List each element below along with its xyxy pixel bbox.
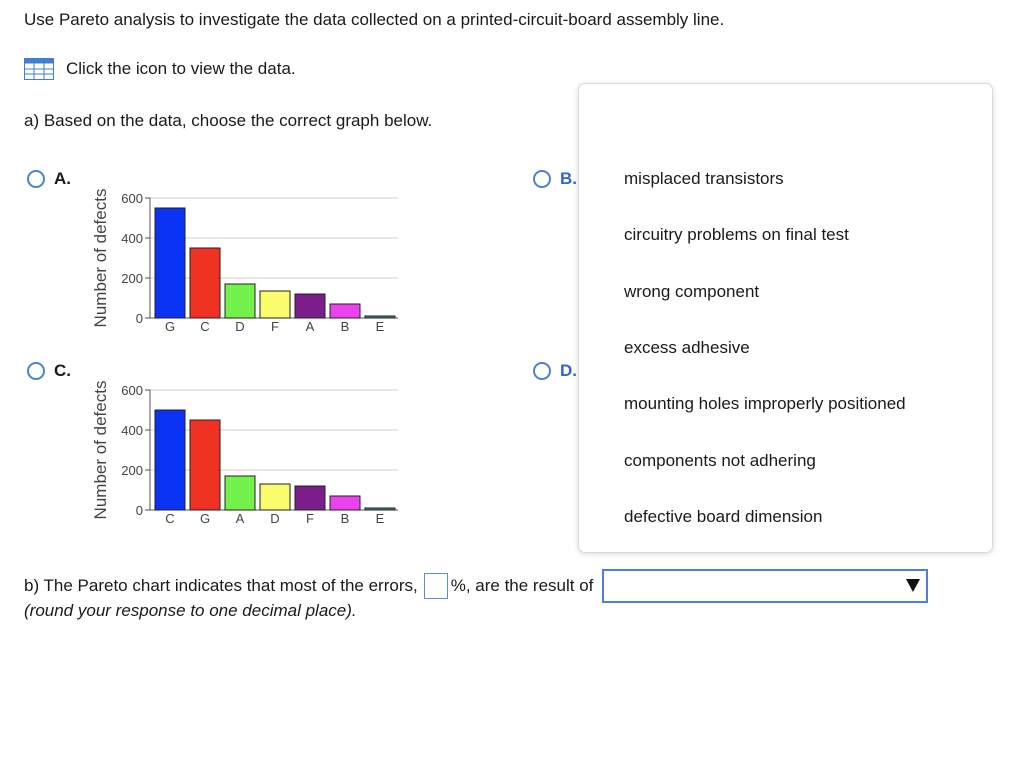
x-tick-label: B xyxy=(341,511,350,526)
part-b-prefix: b) The Pareto chart indicates that most … xyxy=(24,576,418,595)
y-tick-label: 0 xyxy=(136,503,143,518)
x-tick-label: A xyxy=(306,319,315,334)
y-tick-label: 0 xyxy=(136,311,143,326)
bar-B xyxy=(329,303,361,319)
bar-E xyxy=(364,507,396,511)
x-tick-label: D xyxy=(270,511,279,526)
y-tick-label: 600 xyxy=(121,191,143,206)
bar-C xyxy=(189,247,221,319)
x-tick-label: D xyxy=(235,319,244,334)
chart-a: Number of defects 0 200 400 600 G C D F A B E xyxy=(91,189,398,334)
y-tick-label: 400 xyxy=(121,423,143,438)
part-b-row: b) The Pareto chart indicates that most … xyxy=(24,569,929,603)
data-link-row: Click the icon to view the data. xyxy=(24,58,296,80)
dropdown-list: misplaced transistors circuitry problems… xyxy=(578,83,993,553)
bar-F xyxy=(259,290,291,319)
dropdown-item[interactable]: wrong component xyxy=(624,282,760,301)
dropdown-item[interactable]: defective board dimension xyxy=(624,507,823,526)
dropdown-item[interactable]: circuitry problems on final test xyxy=(624,225,849,244)
y-tick-label: 400 xyxy=(121,231,143,246)
y-axis-label: Number of defects xyxy=(91,381,110,520)
question-title: Use Pareto analysis to investigate the d… xyxy=(24,10,725,29)
percent-answer-input[interactable] xyxy=(423,573,448,599)
bar-A xyxy=(294,293,326,319)
cause-select[interactable] xyxy=(602,569,929,603)
bar-F xyxy=(294,485,326,511)
y-tick-label: 200 xyxy=(121,271,143,286)
dropdown-item[interactable]: components not adhering xyxy=(624,451,816,470)
option-b-radio[interactable] xyxy=(533,170,551,188)
y-tick-label: 600 xyxy=(121,383,143,398)
x-tick-label: A xyxy=(236,511,245,526)
bar-D xyxy=(259,483,291,511)
chart-c: Number of defects 0 200 400 600 C G A D F B E xyxy=(91,381,398,526)
option-c-label[interactable]: C. xyxy=(54,361,71,380)
table-icon[interactable] xyxy=(24,58,54,80)
bar-A xyxy=(224,475,256,511)
dropdown-item[interactable]: excess adhesive xyxy=(624,338,750,357)
x-tick-label: B xyxy=(341,319,350,334)
option-a-label[interactable]: A. xyxy=(54,169,71,188)
x-tick-label: C xyxy=(165,511,174,526)
bar-G xyxy=(154,207,186,319)
bar-E xyxy=(364,315,396,319)
option-c-radio[interactable] xyxy=(27,362,45,380)
bar-D xyxy=(224,283,256,319)
dropdown-item[interactable]: mounting holes improperly positioned xyxy=(624,394,906,413)
x-tick-label: G xyxy=(165,319,175,334)
rounding-note: (round your response to one decimal plac… xyxy=(24,601,357,620)
bar-C xyxy=(154,409,186,511)
option-b-label[interactable]: B. xyxy=(560,169,577,188)
x-tick-label: E xyxy=(376,511,385,526)
option-d-radio[interactable] xyxy=(533,362,551,380)
y-axis-label: Number of defects xyxy=(91,189,110,328)
part-b-mid: %, are the result of xyxy=(450,576,594,595)
dropdown-arrow-icon[interactable] xyxy=(906,579,921,592)
dropdown-item[interactable]: misplaced transistors xyxy=(624,169,784,188)
x-tick-label: C xyxy=(200,319,209,334)
data-link-text[interactable]: Click the icon to view the data. xyxy=(66,59,296,78)
x-tick-label: E xyxy=(376,319,385,334)
option-d-label[interactable]: D. xyxy=(560,361,577,380)
x-tick-label: G xyxy=(200,511,210,526)
bar-B xyxy=(329,495,361,511)
part-a-prompt: a) Based on the data, choose the correct… xyxy=(24,111,433,130)
x-tick-label: F xyxy=(271,319,279,334)
y-tick-label: 200 xyxy=(121,463,143,478)
x-tick-label: F xyxy=(306,511,314,526)
bar-G xyxy=(189,419,221,511)
option-a-radio[interactable] xyxy=(27,170,45,188)
